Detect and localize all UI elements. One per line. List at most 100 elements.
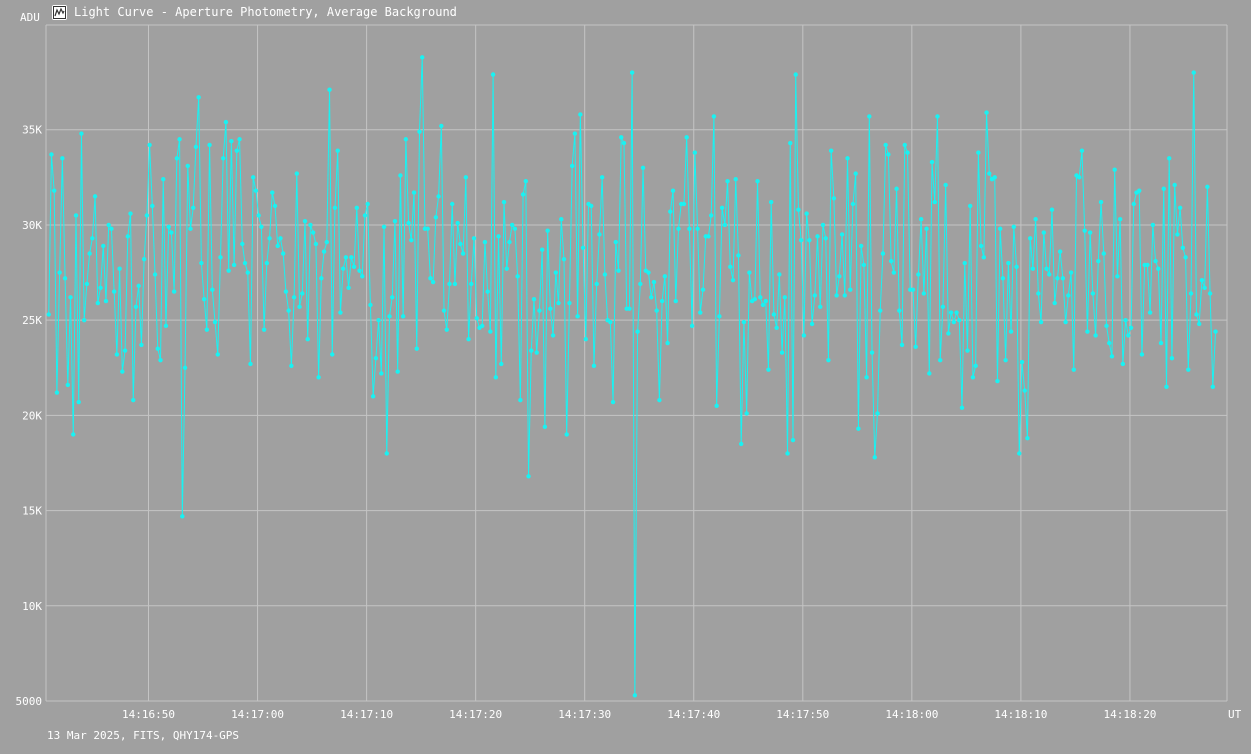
data-point xyxy=(343,255,349,260)
data-point xyxy=(65,382,71,388)
data-point xyxy=(959,405,965,410)
data-point xyxy=(450,201,455,207)
data-point xyxy=(1030,266,1036,271)
data-point xyxy=(597,232,602,237)
data-point xyxy=(529,348,534,353)
data-point xyxy=(826,357,831,363)
data-point xyxy=(902,142,907,148)
data-point xyxy=(455,220,460,226)
data-point xyxy=(888,258,894,264)
data-point xyxy=(864,375,869,380)
data-point xyxy=(687,226,692,231)
data-point xyxy=(270,190,275,195)
y-tick-label: 20K xyxy=(22,409,42,422)
light-curve-app-icon[interactable] xyxy=(52,4,67,20)
data-point xyxy=(1194,312,1199,317)
data-point xyxy=(828,148,834,153)
data-point xyxy=(144,213,150,218)
y-tick-label: 35K xyxy=(22,124,42,137)
data-point xyxy=(839,232,845,237)
data-point xyxy=(441,308,447,313)
data-point xyxy=(210,287,215,292)
series-line xyxy=(48,57,1217,696)
data-point xyxy=(245,270,250,275)
data-point xyxy=(204,327,210,332)
data-point xyxy=(264,260,270,266)
data-point xyxy=(771,312,777,317)
data-point xyxy=(1115,274,1120,279)
data-point xyxy=(71,432,76,437)
data-point xyxy=(161,177,166,182)
data-point xyxy=(482,239,488,245)
data-point xyxy=(1082,228,1087,233)
data-point xyxy=(428,276,433,281)
data-point xyxy=(695,226,700,231)
data-point xyxy=(638,281,643,287)
data-point xyxy=(114,352,120,357)
data-point xyxy=(1117,217,1123,222)
data-point xyxy=(1156,266,1161,271)
data-point xyxy=(259,224,264,230)
data-point xyxy=(512,226,518,231)
data-point xyxy=(1128,325,1134,330)
data-point xyxy=(158,357,163,363)
data-point xyxy=(981,255,987,260)
data-point xyxy=(812,293,817,298)
data-point xyxy=(207,142,212,148)
data-point xyxy=(1167,156,1172,161)
data-point xyxy=(466,337,471,342)
data-point xyxy=(837,274,842,279)
data-point xyxy=(1027,236,1033,241)
data-point xyxy=(447,281,452,287)
data-point xyxy=(515,274,520,279)
y-tick-label: 30K xyxy=(22,219,42,232)
data-point xyxy=(927,371,932,376)
data-point xyxy=(507,239,512,245)
data-point xyxy=(199,260,204,266)
data-point xyxy=(820,222,826,228)
y-axis-unit: ADU xyxy=(20,11,40,24)
data-point xyxy=(1183,255,1188,260)
data-point xyxy=(891,270,897,275)
data-point xyxy=(785,451,790,456)
data-point xyxy=(954,310,959,315)
data-point xyxy=(106,222,111,228)
data-point xyxy=(504,266,509,271)
data-point xyxy=(938,357,943,363)
title-bar: Light Curve - Aperture Photometry, Avera… xyxy=(52,3,457,21)
data-point xyxy=(152,272,158,277)
data-point xyxy=(253,188,259,193)
data-point xyxy=(509,222,515,228)
data-point xyxy=(706,234,711,239)
data-point xyxy=(1112,167,1117,172)
series-points xyxy=(46,55,1218,698)
data-point xyxy=(1137,188,1142,193)
data-point xyxy=(1079,148,1085,153)
data-point xyxy=(913,344,918,350)
data-point xyxy=(1017,451,1022,456)
data-point xyxy=(313,241,319,247)
data-point xyxy=(995,378,1000,384)
data-point xyxy=(752,297,758,302)
data-point xyxy=(171,289,177,294)
data-point xyxy=(649,295,654,300)
data-point xyxy=(823,236,828,241)
data-point xyxy=(493,375,499,380)
data-point xyxy=(1207,291,1213,296)
data-point xyxy=(646,270,651,275)
data-point xyxy=(886,152,891,157)
data-point xyxy=(218,255,223,260)
data-point xyxy=(1123,317,1128,323)
data-point xyxy=(1153,258,1158,264)
data-point xyxy=(613,239,618,245)
data-point xyxy=(180,514,185,519)
footer-info: 13 Mar 2025, FITS, QHY174-GPS xyxy=(47,729,240,742)
data-point xyxy=(875,411,880,416)
data-point xyxy=(815,234,820,239)
data-point xyxy=(673,298,678,304)
data-point xyxy=(842,293,847,298)
data-point xyxy=(684,135,689,140)
data-point xyxy=(95,300,101,306)
data-point xyxy=(49,152,54,157)
data-point xyxy=(54,390,60,395)
